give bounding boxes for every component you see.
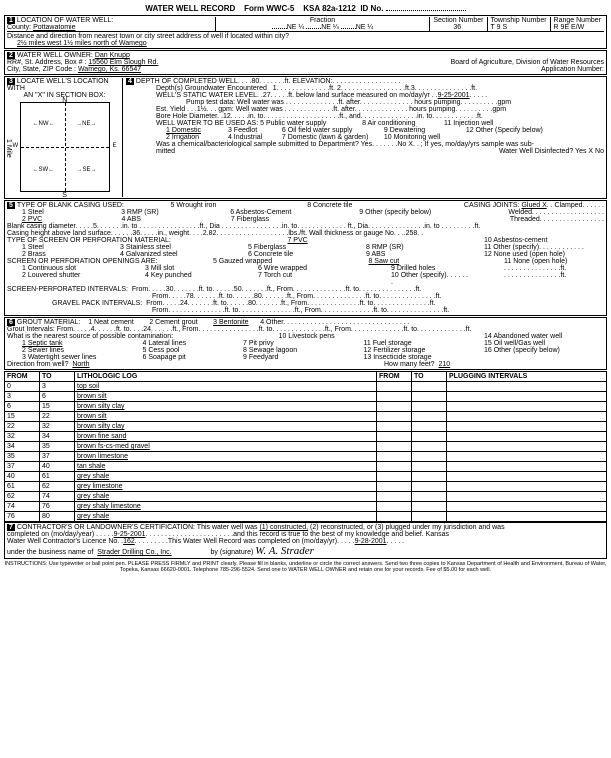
log-row: 2232brown silty clay bbox=[5, 422, 607, 432]
section-5-casing: 5TYPE OF BLANK CASING USED: 5 Wrought ir… bbox=[4, 200, 607, 316]
section-2-owner: 2WATER WELL OWNER: Dan Knupp RR#, St. Ad… bbox=[4, 50, 607, 75]
log-row: 36brown silt bbox=[5, 392, 607, 402]
log-row: 6274grey shale bbox=[5, 492, 607, 502]
log-row: 3740tan shale bbox=[5, 462, 607, 472]
log-row: 03top soil bbox=[5, 382, 607, 392]
log-row: 3234brown fine sand bbox=[5, 432, 607, 442]
log-row: 3537brown limestone bbox=[5, 452, 607, 462]
log-row: 4061grey shale bbox=[5, 472, 607, 482]
log-row: 7680grey shale bbox=[5, 512, 607, 522]
form-title: WATER WELL RECORD Form WWC-5 KSA 82a-121… bbox=[4, 4, 607, 13]
log-row: 615brown silty clay bbox=[5, 402, 607, 412]
log-row: 1522brown silt bbox=[5, 412, 607, 422]
lithologic-log-table: FROM TO LITHOLOGIC LOG FROM TO PLUGGING … bbox=[4, 371, 607, 522]
log-row: 6162grey limestone bbox=[5, 482, 607, 492]
section-6-grout: 6GROUT MATERIAL: 1 Neat cement 2 Cement … bbox=[4, 317, 607, 370]
log-row: 7476grey shaly limestone bbox=[5, 502, 607, 512]
section-box-diagram: ←NW← →NE→ ←SW← →SE→ W E bbox=[20, 102, 110, 192]
instructions: INSTRUCTIONS: Use typewriter or ball poi… bbox=[4, 561, 607, 573]
section-3-4: 3LOCATE WELL'S LOCATION WITH AN "X" IN S… bbox=[4, 76, 607, 199]
log-row: 3435brown fs-cs-med gravel bbox=[5, 442, 607, 452]
section-7-cert: 7CONTRACTOR'S OR LANDOWNER'S CERTIFICATI… bbox=[4, 522, 607, 559]
section-1-location: 1LOCATION OF WATER WELL: County: Pottawa… bbox=[4, 15, 607, 49]
